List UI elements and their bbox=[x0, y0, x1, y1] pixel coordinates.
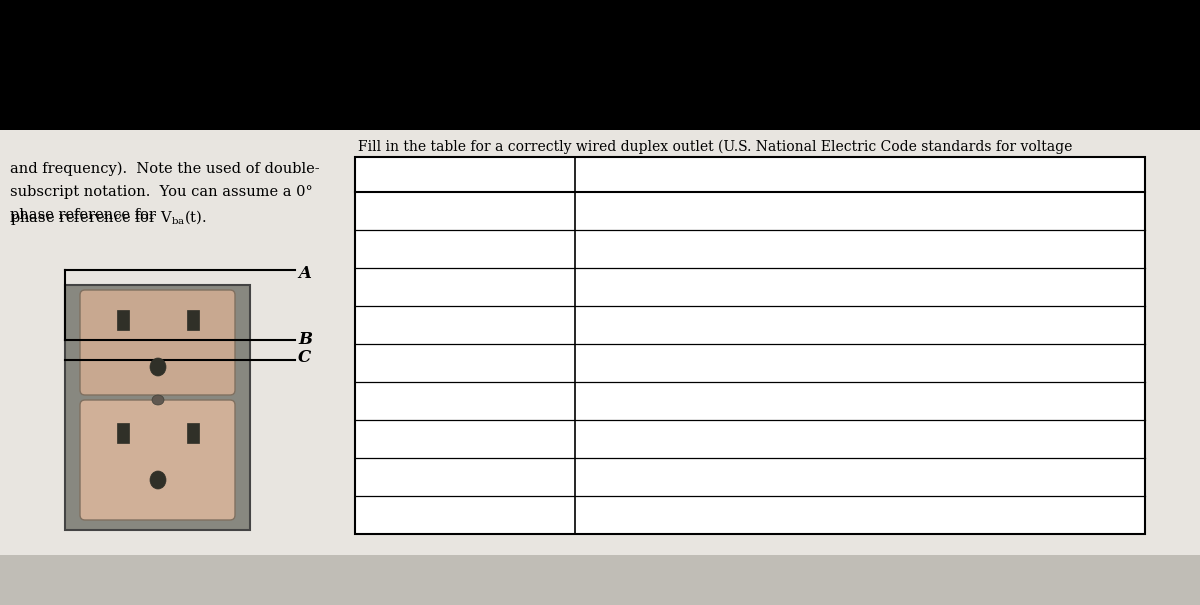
Text: A: A bbox=[298, 264, 311, 281]
Text: $V_{ca}$ (Peak Phasor): $V_{ca}$ (Peak Phasor) bbox=[364, 354, 499, 372]
Bar bbox=[355, 157, 1145, 534]
Text: $V_{ba}(t)$: $V_{ba}(t)$ bbox=[364, 202, 406, 220]
Text: PARAMETER: PARAMETER bbox=[364, 166, 475, 183]
Text: $V_{ca}(t)$: $V_{ca}(t)$ bbox=[364, 240, 404, 258]
Ellipse shape bbox=[150, 471, 166, 489]
Text: phase reference for: phase reference for bbox=[10, 208, 161, 222]
Text: $V_{bc}$ (Peak Phasor): $V_{bc}$ (Peak Phasor) bbox=[364, 392, 500, 410]
Text: $V_{ca}$ (RMS Phasor): $V_{ca}$ (RMS Phasor) bbox=[364, 468, 499, 486]
Text: and frequency).  Note the used of double-: and frequency). Note the used of double- bbox=[10, 162, 319, 177]
Text: $V_{ba}$ (Peak Phasor): $V_{ba}$ (Peak Phasor) bbox=[364, 316, 500, 334]
Text: $V_{ba}$ (RMS Phasor): $V_{ba}$ (RMS Phasor) bbox=[364, 430, 500, 448]
Text: Fill in the table for a correctly wired duplex outlet (U.S. National Electric Co: Fill in the table for a correctly wired … bbox=[358, 140, 1073, 154]
FancyBboxPatch shape bbox=[80, 400, 235, 520]
Bar bbox=[118, 423, 130, 443]
Text: $V_{bc}$ (RMS Phasor): $V_{bc}$ (RMS Phasor) bbox=[364, 506, 500, 524]
Bar bbox=[118, 310, 130, 330]
Text: $V_{bc}(t)$: $V_{bc}(t)$ bbox=[364, 278, 406, 296]
Bar bbox=[65, 285, 250, 530]
Text: phase reference for $\mathregular{V_{ba}(t).}$: phase reference for $\mathregular{V_{ba}… bbox=[10, 208, 206, 227]
Text: subscript notation.  You can assume a 0°: subscript notation. You can assume a 0° bbox=[10, 185, 313, 199]
Bar bbox=[187, 423, 199, 443]
Text: C: C bbox=[298, 350, 311, 367]
Text: B: B bbox=[298, 332, 312, 348]
FancyBboxPatch shape bbox=[80, 290, 235, 395]
Bar bbox=[0, 555, 1200, 605]
Bar bbox=[0, 130, 1200, 605]
Text: EQUATION: EQUATION bbox=[587, 166, 683, 183]
Ellipse shape bbox=[152, 395, 164, 405]
Bar bbox=[187, 310, 199, 330]
Ellipse shape bbox=[150, 358, 166, 376]
